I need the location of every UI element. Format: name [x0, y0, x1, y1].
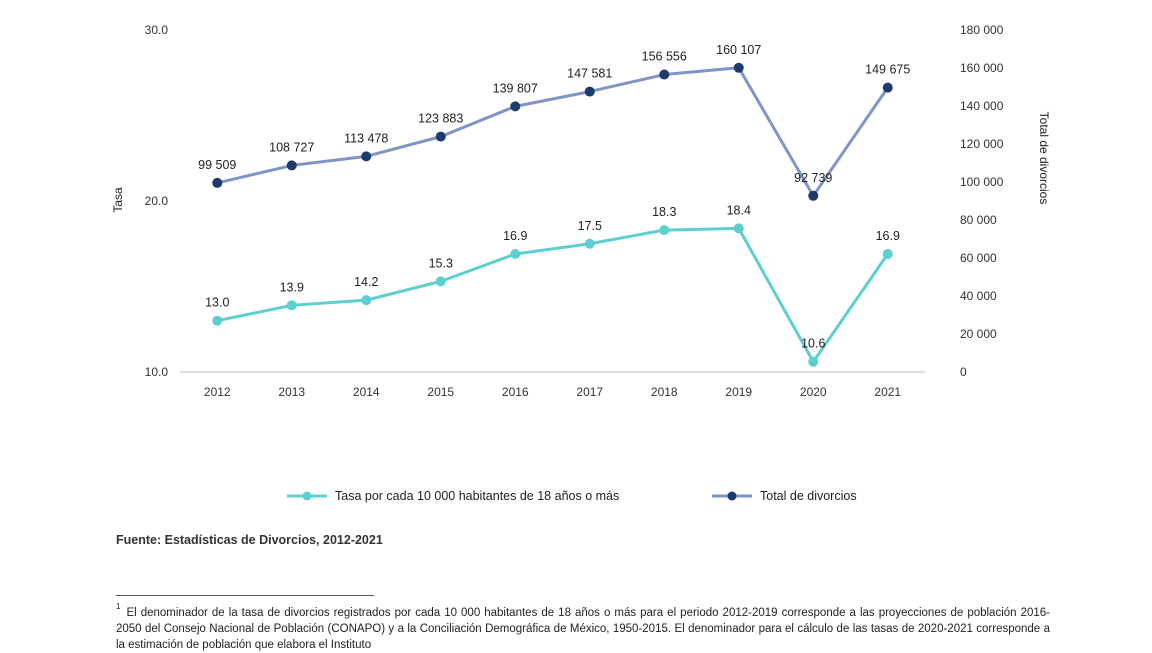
- data-label-total: 156 556: [642, 50, 687, 64]
- data-point-tasa: [584, 238, 595, 249]
- x-tick-label: 2020: [800, 385, 827, 399]
- y2-tick-label: 120 000: [960, 137, 1004, 151]
- data-point-tasa: [212, 315, 223, 326]
- y2-axis-title: Total de divorcios: [1037, 112, 1051, 205]
- data-point-total: [435, 131, 446, 142]
- series-line-total: [216, 66, 889, 198]
- axes: 10.0 20.0 30.0 0 20 000 40 000 60 000 80 000 100…: [145, 23, 1004, 399]
- source-note: Fuente: Estadísticas de Divorcios, 2012-…: [116, 533, 383, 547]
- data-point-total: [361, 151, 372, 162]
- data-label-total: 113 478: [344, 131, 388, 145]
- data-label-tasa: 17.5: [578, 219, 602, 233]
- data-label-total: 160 107: [716, 43, 761, 57]
- data-point-total: [733, 62, 744, 73]
- legend: Tasa por cada 10 000 habitantes de 18 añ…: [0, 486, 1152, 506]
- legend-label-total: Total de divorcios: [760, 489, 857, 503]
- y-tick-label: 20.0: [145, 194, 169, 208]
- x-tick-label: 2021: [874, 385, 901, 399]
- y2-tick-label: 100 000: [960, 175, 1004, 189]
- data-point-tasa: [435, 276, 446, 287]
- legend-label-tasa: Tasa por cada 10 000 habitantes de 18 añ…: [335, 489, 620, 503]
- legend-swatch-tasa: [287, 491, 327, 501]
- data-label-total: 123 883: [418, 112, 463, 126]
- y-tick-label: 30.0: [145, 23, 169, 37]
- data-label-tasa: 10.6: [801, 337, 825, 351]
- y2-tick-label: 60 000: [960, 251, 997, 265]
- footnote-divider: [116, 595, 374, 596]
- data-point-total: [584, 86, 595, 97]
- data-label-tasa: 13.0: [205, 296, 229, 310]
- data-point-total: [659, 69, 670, 80]
- y2-tick-label: 0: [960, 365, 967, 379]
- data-point-total: [882, 82, 893, 93]
- data-point-total: [286, 160, 297, 171]
- series-tasa: 13.0 13.9 14.2 15.3 16.9 17.5 18.3 18.4 10.6 16.9: [205, 203, 900, 367]
- legend-item-tasa: Tasa por cada 10 000 habitantes de 18 añ…: [287, 486, 619, 506]
- data-label-tasa: 13.9: [280, 280, 304, 294]
- legend-item-total: Total de divorcios: [712, 486, 857, 506]
- data-label-tasa: 18.3: [652, 205, 676, 219]
- y2-tick-label: 140 000: [960, 99, 1004, 113]
- data-point-tasa: [733, 223, 744, 234]
- footnote: 1El denominador de la tasa de divorcios …: [116, 601, 1050, 653]
- data-label-total: 108 727: [269, 140, 314, 154]
- data-label-total: 149 675: [865, 63, 910, 77]
- data-point-tasa: [882, 249, 893, 260]
- data-label-tasa: 16.9: [876, 229, 900, 243]
- data-point-tasa: [510, 249, 521, 260]
- data-point-tasa: [659, 225, 670, 236]
- x-tick-label: 2016: [502, 385, 529, 399]
- y2-tick-label: 180 000: [960, 23, 1004, 37]
- data-label-tasa: 14.2: [354, 275, 378, 289]
- y-axis-title: Tasa: [111, 187, 125, 213]
- x-tick-label: 2015: [427, 385, 454, 399]
- data-label-total: 99 509: [198, 158, 236, 172]
- footnote-marker: 1: [116, 602, 121, 611]
- data-point-tasa: [361, 295, 372, 306]
- data-label-tasa: 15.3: [429, 256, 453, 270]
- y2-tick-label: 20 000: [960, 327, 997, 341]
- data-label-tasa: 16.9: [503, 229, 527, 243]
- series-line-tasa: [216, 226, 889, 364]
- x-tick-label: 2013: [278, 385, 305, 399]
- data-point-tasa: [286, 300, 297, 311]
- series-total-divorcios: 99 509 108 727 113 478 123 883 139 807 147 58…: [198, 43, 910, 201]
- y2-tick-label: 40 000: [960, 289, 997, 303]
- x-tick-label: 2014: [353, 385, 380, 399]
- data-point-tasa: [808, 356, 819, 367]
- y2-tick-label: 160 000: [960, 61, 1004, 75]
- y-tick-label: 10.0: [145, 365, 169, 379]
- data-label-total: 92 739: [794, 171, 832, 185]
- data-label-total: 139 807: [493, 81, 538, 95]
- legend-swatch-total: [712, 491, 752, 501]
- chart: 10.0 20.0 30.0 0 20 000 40 000 60 000 80 000 100…: [111, 23, 1051, 399]
- data-point-total: [510, 101, 521, 112]
- x-tick-label: 2017: [576, 385, 603, 399]
- data-label-tasa: 18.4: [727, 203, 751, 217]
- data-label-total: 147 581: [567, 67, 612, 81]
- x-tick-label: 2018: [651, 385, 678, 399]
- data-point-total: [212, 177, 223, 188]
- x-tick-label: 2019: [725, 385, 752, 399]
- x-tick-label: 2012: [204, 385, 231, 399]
- y2-tick-label: 80 000: [960, 213, 997, 227]
- data-point-total: [808, 190, 819, 201]
- footnote-text: El denominador de la tasa de divorcios r…: [116, 606, 1050, 651]
